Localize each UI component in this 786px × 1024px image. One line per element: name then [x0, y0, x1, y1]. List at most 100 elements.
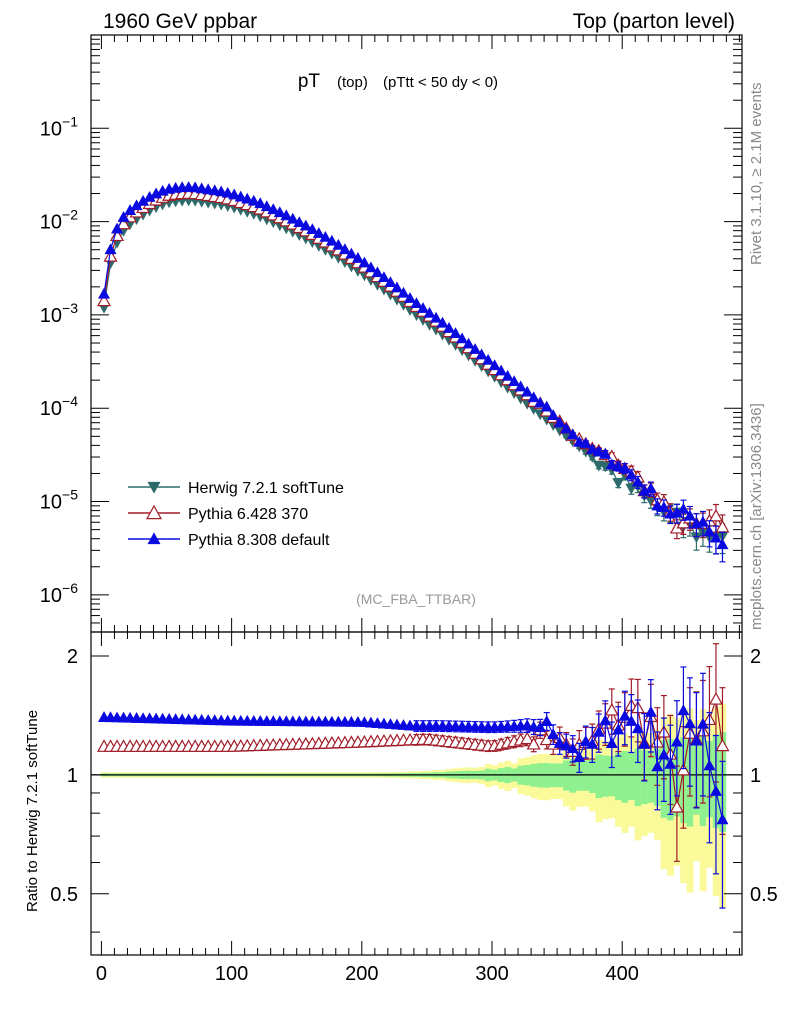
- data-point: [384, 276, 397, 288]
- ratio-point: [638, 737, 651, 749]
- ratio-point: [604, 702, 619, 716]
- data-point: [241, 192, 254, 204]
- data-point: [312, 227, 325, 238]
- data-point: [423, 306, 436, 318]
- ratio-point: [592, 725, 605, 737]
- data-point: [228, 188, 241, 200]
- data-point: [605, 458, 618, 470]
- data-point: [708, 508, 723, 522]
- ratio-point: [625, 715, 638, 726]
- uncertainty-band-inner: [569, 758, 577, 793]
- legend: Herwig 7.2.1 softTune Pythia 6.428 370 Pyt…: [128, 480, 344, 549]
- data-point: [449, 327, 462, 339]
- data-point: [306, 223, 319, 235]
- data-point: [644, 482, 657, 494]
- y-tick-label: 10−6: [40, 580, 78, 607]
- data-point: [579, 437, 592, 449]
- ratio-y-tick-label: 2: [67, 646, 78, 668]
- process-label: Top (parton level): [573, 10, 735, 33]
- ratio-point: [521, 719, 534, 731]
- data-point: [98, 287, 111, 299]
- ratio-point: [612, 723, 625, 735]
- data-point: [430, 311, 443, 323]
- data-point: [97, 293, 112, 307]
- legend-label: Pythia 8.308 default: [188, 532, 330, 549]
- ratio-point: [566, 742, 579, 754]
- energy-label: 1960 GeV ppbar: [103, 10, 257, 33]
- ratio-ylabel: Ratio to Herwig 7.2.1 softTune: [24, 710, 41, 912]
- data-point: [657, 501, 670, 512]
- data-point: [696, 515, 709, 527]
- data-point: [592, 445, 605, 457]
- x-tick-label: 400: [606, 963, 639, 985]
- data-point: [482, 353, 495, 365]
- data-point: [332, 238, 345, 250]
- plot-title-main: pT: [298, 71, 321, 92]
- data-point: [111, 222, 124, 234]
- legend-marker: [147, 532, 161, 545]
- data-point: [436, 316, 449, 328]
- ratio-point: [690, 734, 703, 746]
- data-point: [527, 391, 540, 403]
- data-point: [273, 206, 286, 218]
- data-point: [501, 369, 514, 381]
- ratio-frame: [90, 631, 743, 956]
- data-point: [104, 243, 117, 255]
- data-point: [358, 256, 371, 268]
- data-point: [573, 435, 586, 447]
- legend-marker: [147, 481, 161, 494]
- ratio-point: [618, 709, 631, 721]
- series-herwig: [98, 195, 729, 555]
- data-point: [456, 332, 469, 344]
- data-point: [534, 396, 547, 408]
- uncertainty-band-inner: [602, 755, 609, 797]
- data-point: [351, 252, 364, 263]
- data-point: [560, 422, 573, 434]
- ratio-point: [586, 737, 599, 749]
- ratio-point: [677, 704, 690, 716]
- data-point: [703, 525, 716, 537]
- data-point: [586, 443, 599, 455]
- ratio-y-tick-label-right: 0.5: [750, 884, 778, 906]
- legend-item: Pythia 6.428 370: [128, 504, 308, 523]
- data-point: [553, 416, 566, 428]
- data-point: [631, 475, 644, 487]
- y-tick-label: 10−2: [40, 207, 78, 234]
- uncertainty-band-inner: [647, 750, 655, 803]
- ratio-point: [716, 813, 729, 825]
- ratio-point: [696, 717, 709, 729]
- ratio-point: [669, 799, 684, 813]
- uncertainty-band-inner: [628, 752, 635, 801]
- uncertainty-band-inner: [582, 760, 590, 791]
- data-point: [469, 343, 482, 354]
- data-point: [319, 230, 332, 242]
- ratio-point: [703, 759, 716, 771]
- data-point: [299, 219, 312, 231]
- data-point: [475, 348, 488, 360]
- legend-label: Herwig 7.2.1 softTune: [188, 480, 344, 497]
- data-point: [540, 400, 553, 412]
- data-point: [260, 200, 273, 212]
- data-point: [716, 538, 729, 550]
- data-point: [267, 203, 280, 215]
- data-point: [618, 462, 631, 473]
- legend-item: Pythia 8.308 default: [128, 532, 330, 549]
- plot-title-cut: (pTtt < 50 dy < 0): [383, 74, 498, 91]
- data-point: [280, 209, 293, 221]
- main-panel: 10−1 10−2 10−3 10−4 10−5 10−6 pT (top) (pTtt …: [40, 34, 743, 633]
- ratio-point: [560, 739, 573, 751]
- uncertainty-band-inner: [589, 758, 596, 794]
- ratio-point: [683, 717, 696, 729]
- x-tick-label: 300: [475, 963, 508, 985]
- plot-title-sub: (top): [337, 74, 368, 91]
- ratio-point: [709, 785, 722, 796]
- data-point: [677, 502, 690, 514]
- ratio-point: [579, 735, 592, 746]
- data-point: [683, 509, 696, 521]
- series-pythia8: [98, 181, 729, 563]
- data-point: [390, 281, 403, 293]
- uncertainty-band-inner: [575, 760, 583, 791]
- data-point: [377, 271, 390, 283]
- data-point: [234, 190, 247, 202]
